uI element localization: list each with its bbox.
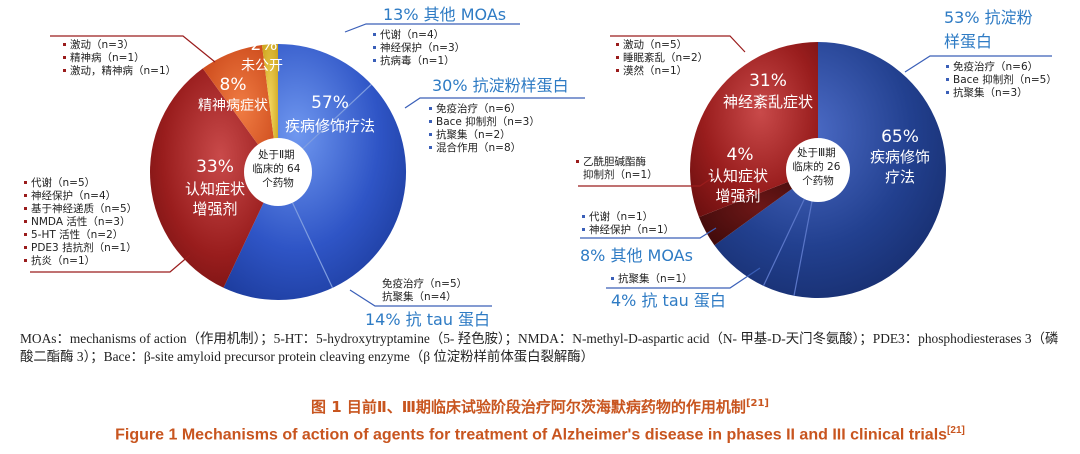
phase3-dm-pct: 65% bbox=[881, 127, 919, 147]
phase3-cog-pct: 4% bbox=[727, 145, 754, 165]
phase3-dm-label-1: 疾病修饰 bbox=[870, 148, 930, 166]
phase2-dm-label: 疾病修饰疗法 bbox=[285, 117, 375, 135]
phase3-segment-divider bbox=[793, 201, 813, 296]
phase3-np-pct: 31% bbox=[749, 71, 787, 91]
phase2-und-pct: 2% bbox=[251, 35, 278, 55]
phase3-amyloid-title-2: 样蛋白 bbox=[944, 32, 992, 51]
figure-title-chinese: 图 1 目前Ⅱ、Ⅲ期临床试验阶段治疗阿尔茨海默病药物的作用机制[21] bbox=[310, 398, 769, 416]
phase3-amyloid-title-1: 53% 抗淀粉 bbox=[944, 8, 1033, 27]
phase2-cog-items: 代谢（n=5） 神经保护（n=4） 基于神经递质（n=5） NMDA 活性（n=… bbox=[31, 176, 140, 267]
phase3-tau-items: 抗聚集（n=1） bbox=[618, 272, 693, 285]
phase2-other-title: 13% 其他 MOAs bbox=[383, 5, 506, 24]
phase3-callout-amyloid: 53% 抗淀粉 样蛋白 免疫治疗（n=6） Bace 抑制剂（n=5） 抗聚集（… bbox=[904, 8, 1060, 99]
phase2-dm-pct: 57% bbox=[311, 93, 349, 113]
phase2-center-hole bbox=[244, 138, 312, 206]
phase3-slice-cognitive bbox=[699, 170, 818, 246]
phase3-np-label: 神经紊乱症状 bbox=[723, 93, 813, 111]
phase2-cog-pct: 33% bbox=[196, 157, 234, 177]
phase3-other-items: 代谢（n=1） 神经保护（n=1） bbox=[589, 210, 674, 236]
phase2-other-items: 代谢（n=4） 神经保护（n=3） 抗病毒（n=1） bbox=[380, 28, 468, 67]
phase3-center-label: 处于Ⅲ期 临床的 26 个药物 bbox=[792, 147, 844, 187]
phase2-und-label: 未公开 bbox=[241, 58, 283, 74]
phase2-np-items: 激动（n=3） 精神病（n=1） 激动，精神病（n=1） bbox=[70, 38, 176, 77]
chart-figure: 处于Ⅱ期 临床的 64 个药物 57% 疾病修饰疗法 33% 认知症状 增强剂 … bbox=[24, 5, 1060, 329]
phase2-callout-tau: 免疫治疗（n=5） 抗聚集（n=4） 14% 抗 tau 蛋白 bbox=[349, 277, 492, 329]
phase2-segment-divider bbox=[291, 202, 334, 289]
phase2-callout-amyloid: 30% 抗淀粉样蛋白 免疫治疗（n=6） Bace 抑制剂（n=3） 抗聚集（n… bbox=[404, 76, 585, 154]
phase3-callout-cognitive: 乙酰胆碱酯酶 抑制剂（n=1） bbox=[576, 155, 713, 187]
phase2-cog-label-1: 认知症状 bbox=[185, 180, 245, 198]
phase3-center-hole bbox=[786, 138, 850, 202]
phase2-pie: 处于Ⅱ期 临床的 64 个药物 57% 疾病修饰疗法 33% 认知症状 增强剂 … bbox=[149, 35, 407, 300]
phase3-dm-label-2: 疗法 bbox=[885, 168, 915, 186]
phase2-callout-other: 13% 其他 MOAs 代谢（n=4） 神经保护（n=3） 抗病毒（n=1） bbox=[344, 5, 520, 67]
phase2-tau-title: 14% 抗 tau 蛋白 bbox=[365, 310, 490, 329]
phase3-cog-items: 乙酰胆碱酯酶 抑制剂（n=1） bbox=[583, 155, 658, 181]
phase3-callout-neuropsych: 激动（n=5） 睡眠紊乱（n=2） 漠然（n=1） bbox=[610, 35, 746, 77]
phase3-callout-other: 代谢（n=1） 神经保护（n=1） 8% 其他 MOAs bbox=[580, 210, 717, 265]
phase2-cog-label-2: 增强剂 bbox=[192, 200, 237, 218]
phase3-callout-tau: 抗聚集（n=1） 4% 抗 tau 蛋白 bbox=[606, 267, 761, 310]
phase3-tau-title: 4% 抗 tau 蛋白 bbox=[611, 291, 726, 310]
phase3-cog-label-1: 认知症状 bbox=[708, 167, 768, 185]
phase2-center-label: 处于Ⅱ期 临床的 64 个药物 bbox=[252, 149, 304, 189]
phase3-np-items: 激动（n=5） 睡眠紊乱（n=2） 漠然（n=1） bbox=[623, 38, 711, 77]
phase2-callout-neuropsych: 激动（n=3） 精神病（n=1） 激动，精神病（n=1） bbox=[50, 35, 216, 77]
phase2-amyloid-title: 30% 抗淀粉样蛋白 bbox=[432, 76, 569, 95]
phase3-segment-divider bbox=[762, 198, 805, 287]
phase2-segment-divider bbox=[302, 83, 372, 150]
phase3-cog-label-2: 增强剂 bbox=[715, 187, 760, 205]
phase2-np-pct: 8% bbox=[220, 75, 247, 95]
phase2-np-label: 精神病症状 bbox=[198, 98, 268, 114]
phase3-amyloid-items: 免疫治疗（n=6） Bace 抑制剂（n=5） 抗聚集（n=3） bbox=[953, 60, 1060, 99]
phase2-tau-items: 免疫治疗（n=5） 抗聚集（n=4） bbox=[382, 277, 470, 303]
abbreviation-caption: MOAs：mechanisms of action（作用机制）；5-HT：5-h… bbox=[20, 331, 1059, 364]
phase2-slice-disease-modifying bbox=[223, 43, 407, 300]
phase2-slice-neuropsychiatric bbox=[202, 45, 278, 172]
figure-title-english: Figure 1 Mechanisms of action of agents … bbox=[115, 425, 965, 444]
phase3-other-title: 8% 其他 MOAs bbox=[580, 246, 693, 265]
phase2-callout-cognitive: 代谢（n=5） 神经保护（n=4） 基于神经递质（n=5） NMDA 活性（n=… bbox=[24, 176, 191, 273]
phase2-amyloid-items: 免疫治疗（n=6） Bace 抑制剂（n=3） 抗聚集（n=2） 混合作用（n=… bbox=[436, 102, 543, 154]
phase2-slice-cognitive bbox=[149, 68, 278, 288]
phase3-pie: 处于Ⅲ期 临床的 26 个药物 65% 疾病修饰 疗法 4% 认知症状 增强剂 … bbox=[690, 42, 946, 299]
phase3-slice-neuropsychiatric bbox=[690, 42, 818, 218]
